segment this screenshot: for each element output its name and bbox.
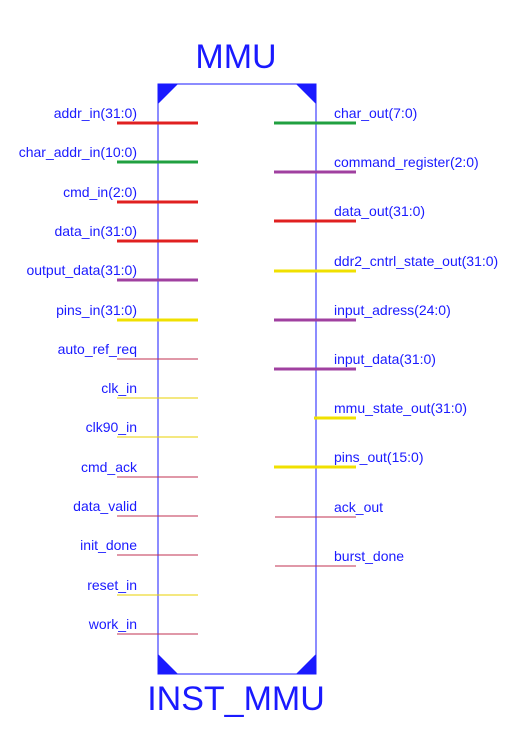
input-pin-init-done: init_done (80, 537, 198, 556)
input-pin-pins-in: pins_in(31:0) (56, 302, 198, 322)
input-pin-label: data_in(31:0) (54, 223, 137, 239)
block-title: MMU (195, 38, 276, 76)
input-pin-char-addr-in: char_addr_in(10:0) (19, 144, 198, 164)
output-pin-label: command_register(2:0) (334, 154, 479, 170)
output-pin-label: burst_done (334, 548, 404, 564)
block-body (157, 83, 317, 675)
output-pin-burst-done: burst_done (275, 548, 404, 567)
input-pin-data-in: data_in(31:0) (54, 223, 198, 243)
output-pin-label: ack_out (334, 499, 383, 515)
input-pin-addr-in: addr_in(31:0) (54, 105, 198, 125)
corner-marker-top-right (296, 84, 316, 104)
input-pin-label: output_data(31:0) (26, 262, 137, 278)
input-pin-label: pins_in(31:0) (56, 302, 137, 318)
output-pin-label: char_out(7:0) (334, 105, 417, 121)
output-pin-label: data_out(31:0) (334, 203, 425, 219)
input-pin-clk-in: clk_in (101, 380, 198, 399)
input-pin-label: work_in (88, 616, 137, 632)
instance-name: INST_MMU (147, 680, 325, 718)
input-pin-label: clk90_in (86, 419, 137, 435)
output-pin-char-out: char_out(7:0) (274, 105, 417, 125)
input-pin-auto-ref-req: auto_ref_req (58, 341, 198, 360)
input-pin-clk90-in: clk90_in (86, 419, 198, 438)
input-pin-label: cmd_in(2:0) (63, 184, 137, 200)
input-pin-cmd-in: cmd_in(2:0) (63, 184, 198, 204)
output-pin-data-out: data_out(31:0) (274, 203, 425, 223)
input-pin-reset-in: reset_in (87, 577, 198, 596)
output-pin-input-data: input_data(31:0) (274, 351, 436, 371)
output-pins: char_out(7:0) command_register(2:0) data_o… (274, 105, 498, 567)
corner-marker-bottom-left (158, 654, 178, 674)
input-pins: addr_in(31:0) char_addr_in(10:0) cmd_in(2:… (19, 105, 198, 635)
input-pin-label: reset_in (87, 577, 137, 593)
input-pin-work-in: work_in (88, 616, 198, 635)
output-pin-label: mmu_state_out(31:0) (334, 400, 467, 416)
output-pin-command-register: command_register(2:0) (274, 154, 479, 174)
output-pin-label: ddr2_cntrl_state_out(31:0) (334, 253, 498, 269)
input-pin-label: addr_in(31:0) (54, 105, 137, 121)
input-pin-label: auto_ref_req (58, 341, 137, 357)
output-pin-ddr2-cntrl-state-out: ddr2_cntrl_state_out(31:0) (274, 253, 498, 273)
output-pin-input-adress: input_adress(24:0) (274, 302, 451, 322)
input-pin-label: clk_in (101, 380, 137, 396)
input-pin-cmd-ack: cmd_ack (81, 459, 198, 478)
input-pin-label: cmd_ack (81, 459, 138, 475)
output-pin-ack-out: ack_out (275, 499, 383, 518)
output-pin-pins-out: pins_out(15:0) (274, 449, 424, 469)
input-pin-output-data: output_data(31:0) (26, 262, 198, 282)
output-pin-label: input_adress(24:0) (334, 302, 451, 318)
output-pin-label: pins_out(15:0) (334, 449, 424, 465)
output-pin-mmu-state-out: mmu_state_out(31:0) (314, 400, 467, 420)
corner-marker-top-left (158, 84, 178, 104)
input-pin-data-valid: data_valid (73, 498, 198, 517)
input-pin-label: init_done (80, 537, 137, 553)
output-pin-label: input_data(31:0) (334, 351, 436, 367)
input-pin-label: data_valid (73, 498, 137, 514)
input-pin-label: char_addr_in(10:0) (19, 144, 137, 160)
corner-marker-bottom-right (296, 654, 316, 674)
